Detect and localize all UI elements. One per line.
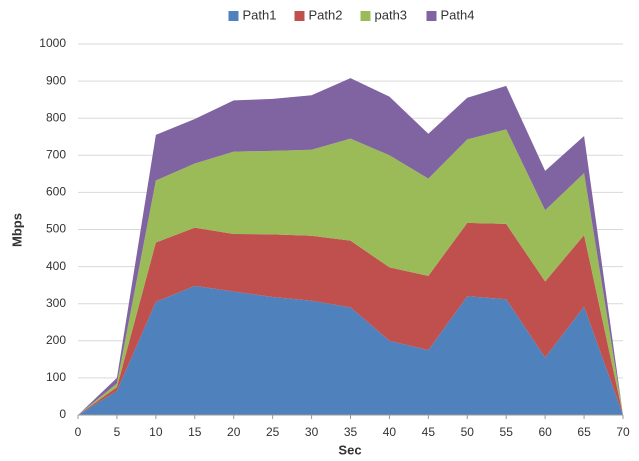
y-tick-label: 0 xyxy=(59,407,66,421)
x-tick-label: 15 xyxy=(188,425,202,439)
legend-swatch xyxy=(426,11,437,21)
x-tick-label: 40 xyxy=(383,425,397,439)
x-tick-label: 20 xyxy=(227,425,241,439)
legend-label: path3 xyxy=(375,7,408,22)
area xyxy=(78,285,623,415)
x-tick-label: 70 xyxy=(616,425,630,439)
area xyxy=(78,129,623,415)
legend-label: Path4 xyxy=(441,7,475,22)
x-tick-label: 5 xyxy=(114,425,121,439)
legend-swatch xyxy=(228,11,239,21)
x-tick-label: 45 xyxy=(422,425,436,439)
x-tick-label: 55 xyxy=(500,425,514,439)
y-tick-label: 900 xyxy=(46,73,66,87)
x-tick-label: 10 xyxy=(149,425,163,439)
y-tick-label: 700 xyxy=(46,147,66,161)
x-tick-label: 50 xyxy=(461,425,475,439)
legend-label: Path1 xyxy=(243,7,277,22)
legend-swatch xyxy=(294,11,305,21)
y-tick-label: 800 xyxy=(46,110,66,124)
y-tick-label: 600 xyxy=(46,185,66,199)
y-tick-label: 400 xyxy=(46,259,66,273)
x-tick-label: 60 xyxy=(538,425,552,439)
area xyxy=(78,222,623,415)
x-tick-label: 65 xyxy=(577,425,591,439)
x-tick-label: 35 xyxy=(344,425,358,439)
y-axis-label: Mbps xyxy=(9,213,24,247)
y-tick-label: 200 xyxy=(46,333,66,347)
x-tick-label: 0 xyxy=(75,425,82,439)
y-tick-label: 100 xyxy=(46,370,66,384)
y-tick-label: 300 xyxy=(46,296,66,310)
y-tick-label: 1000 xyxy=(39,36,66,50)
legend-label: Path2 xyxy=(309,7,343,22)
x-tick-label: 25 xyxy=(266,425,280,439)
x-tick-label: 30 xyxy=(305,425,319,439)
x-axis-label: Sec xyxy=(338,442,361,457)
y-tick-label: 500 xyxy=(46,222,66,236)
legend-swatch xyxy=(360,11,371,21)
